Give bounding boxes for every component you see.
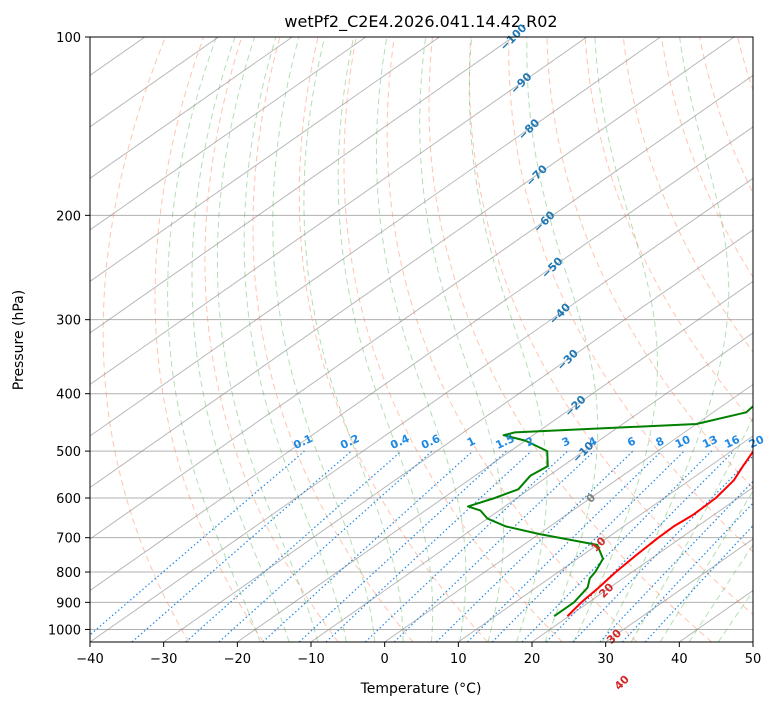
plot-area [90,37,753,642]
moist-adiabat [375,37,467,642]
mixing-ratio-line [572,455,753,642]
isotherm [90,126,753,592]
isotherm [90,37,661,437]
x-tick-label: 20 [524,652,541,667]
dry-adiabat [154,37,264,642]
moist-adiabat [419,37,504,642]
mixing-ratio-label: 20 [747,433,767,451]
dry-adiabat [508,37,753,553]
dewpoint-line [467,404,753,618]
x-tick-label: −30 [150,652,177,667]
mixing-ratio-line [467,450,662,642]
isotherm [237,280,753,642]
moist-adiabat [717,590,753,642]
moist-adiabats [167,37,753,642]
isotherm [163,229,753,642]
mixing-ratio-label: 16 [723,433,743,451]
moist-adiabat [303,37,404,642]
mixing-ratio-line [185,450,402,642]
isotherm [90,37,514,334]
profile-series [467,404,753,618]
y-tick-label: 900 [56,596,81,611]
moist-adiabat [337,37,434,642]
dry-adiabat [469,37,753,616]
moist-adiabat [191,37,290,642]
mixing-ratio-lines [90,450,753,642]
isotherm [310,332,753,642]
isotherm [605,538,753,642]
moist-adiabat [243,37,347,642]
plot-frame [89,36,754,643]
mixing-ratio-line [364,450,568,642]
x-tick-label: 10 [450,652,467,667]
moist-adiabat [272,37,376,642]
y-tick-label: 300 [56,314,81,329]
mixing-ratio-line [393,450,595,642]
x-tick-label: −20 [224,652,251,667]
y-tick-label: 700 [56,532,81,547]
pressure-gridlines [90,37,753,630]
mixing-ratio-label: 10 [673,433,693,451]
isotherm [90,37,735,489]
x-tick-label: 0 [381,652,389,667]
moist-adiabat [468,37,548,642]
x-tick-label: 50 [745,652,762,667]
y-tick-label: 400 [56,388,81,403]
moist-adiabat [601,37,730,642]
isotherm [90,37,440,283]
y-tick-label: 1000 [48,623,81,638]
moist-adiabat [167,37,261,642]
mixing-ratio-line [599,480,753,642]
x-axis-label: Temperature (°C) [360,681,482,697]
isotherm [90,37,293,179]
y-tick-label: 600 [56,492,81,507]
isotherm [90,37,367,231]
mixing-ratio-line [491,450,685,642]
y-tick-label: 500 [56,445,81,460]
mixing-ratio-line [621,502,753,642]
x-tick-label: −10 [297,652,324,667]
mixing-ratio-line [545,450,735,642]
isotherm [90,74,753,540]
isotherm [531,486,753,642]
temperature-line [566,449,753,617]
dry-adiabat [298,37,488,642]
isotherm [458,435,753,642]
y-tick-label: 200 [56,209,81,224]
mixing-ratio-line [218,450,433,642]
dry-adiabat [343,37,563,642]
x-tick-label: 30 [597,652,614,667]
isotherm [90,37,588,386]
x-tick-label: 40 [671,652,688,667]
x-tick-label: −40 [76,652,103,667]
mixing-ratio-line [325,450,532,642]
dry-adiabat [386,37,638,642]
mixing-ratio-line [521,450,713,642]
y-tick-label: 800 [56,566,81,581]
y-tick-label: 100 [56,31,81,46]
y-axis-label: Pressure (hPa) [11,290,27,390]
isotherm [90,177,753,642]
skewed-isotherms [90,37,753,642]
mixing-ratio-label: 13 [700,433,719,451]
x-axis-ticks: −40 −30 −20 −10 0 10 20 30 40 50 [76,642,761,667]
isotherm [384,383,753,642]
mixing-ratio-line [131,450,352,642]
moist-adiabat [216,37,319,642]
dry-adiabat [204,37,339,642]
moist-adiabat [688,543,753,642]
chart-title: wetPf2_C2E4.2026.041.14.42.R02 [284,12,557,32]
moist-adiabat [526,37,599,642]
dry-adiabat [584,37,753,423]
y-axis-ticks: 100 200 300 400 500 600 700 800 900 1000 [48,31,90,638]
